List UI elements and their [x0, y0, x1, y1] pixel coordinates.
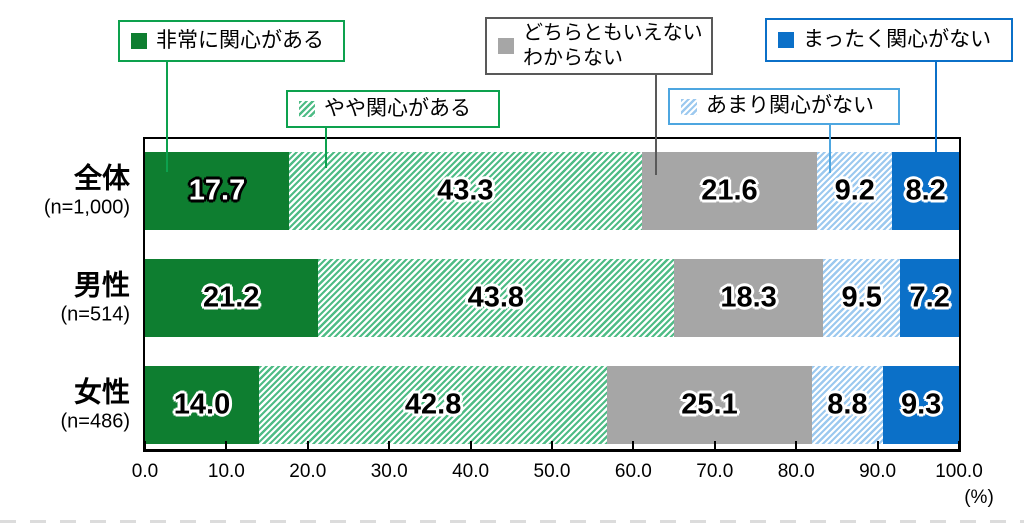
category-name: 女性: [73, 376, 130, 408]
bar-segment: 25.1: [607, 366, 812, 444]
x-axis-tick-label: 70.0: [696, 461, 734, 482]
x-axis-tick: [958, 441, 960, 449]
bar-segment: 42.8: [258, 366, 608, 444]
value-label: 21.6: [701, 174, 758, 207]
x-axis-tick: [469, 441, 472, 449]
bar-segment: 8.2: [892, 152, 959, 230]
x-axis-tick: [388, 441, 391, 449]
axis-unit-label: (%): [964, 487, 994, 508]
bar-row: 17.7 43.3 21.6 9.2 8.2: [145, 152, 959, 230]
legend-neutral: どちらともいえない わからない: [485, 17, 713, 75]
legend-swatch-hatch-green: [299, 101, 315, 117]
x-axis-tick: [876, 441, 879, 449]
legend-very-interested: 非常に関心がある: [118, 20, 345, 62]
x-axis-tick: [144, 441, 146, 449]
plot-area: 17.7 43.3 21.6 9.2 8.2 21.2 43.8 18.3 9.5 7.2 14.0…: [143, 137, 961, 452]
legend-not-very-interested: あまり関心がない: [668, 88, 900, 125]
x-axis-tick: [225, 441, 228, 449]
x-axis-tick-label: 60.0: [614, 461, 652, 482]
value-label: 17.7: [188, 174, 246, 207]
x-axis-tick-label: 100.0: [935, 461, 983, 482]
x-axis-tick: [713, 441, 716, 449]
category-n-count: (n=486): [60, 410, 131, 433]
legend-label: 非常に関心がある: [156, 28, 324, 52]
value-label: 43.8: [467, 281, 525, 314]
legend-swatch-solid-blue: [778, 32, 794, 48]
value-label: 9.2: [834, 174, 875, 207]
category-label: 女性 (n=486): [0, 376, 131, 435]
x-axis-tick: [795, 441, 798, 449]
x-axis-tick-label: 90.0: [859, 461, 897, 482]
bar-segment: 8.8: [811, 366, 884, 444]
x-axis-tick: [632, 441, 635, 449]
value-label: 25.1: [681, 388, 738, 421]
x-axis-labels: 0.0 10.0 20.0 30.0 40.0 50.0 60.0 70.0 80.0 90.0 1…: [132, 461, 983, 487]
legend-label: やや関心がある: [324, 96, 471, 120]
legend-label: どちらともいえない わからない: [523, 21, 703, 71]
bar-segment: 14.0: [145, 366, 259, 444]
bar-row: 21.2 43.8 18.3 9.5 7.2: [145, 259, 959, 337]
legend-label: まったく関心がない: [803, 27, 992, 51]
legend-swatch-hatch-blue: [681, 98, 697, 115]
x-axis-tick-label: 40.0: [452, 461, 490, 482]
bottom-dashed-divider: [0, 520, 1024, 523]
category-name: 男性: [73, 269, 130, 301]
value-label: 7.2: [909, 281, 950, 314]
x-axis-tick-label: 80.0: [777, 461, 815, 482]
bar-segment: 17.7: [145, 152, 290, 230]
bar-segment: 9.3: [883, 366, 959, 444]
bar-segment: 43.8: [317, 259, 675, 337]
bar-segment: 21.6: [641, 152, 818, 230]
bar-segment: 21.2: [145, 259, 318, 337]
category-label: 男性 (n=514): [0, 269, 131, 328]
x-axis-tick-label: 20.0: [289, 461, 327, 482]
x-axis-tick-label: 10.0: [207, 461, 245, 482]
category-labels: 全体 (n=1,000) 男性 (n=514) 女性 (n=486): [0, 137, 134, 452]
bar-segment: 9.5: [823, 259, 901, 337]
value-label: 8.8: [827, 388, 868, 421]
bar-segment: 7.2: [900, 259, 959, 337]
x-axis-tick: [551, 441, 553, 449]
bar-segment: 43.3: [289, 152, 642, 230]
category-name: 全体: [73, 162, 130, 194]
value-label: 42.8: [404, 388, 462, 421]
x-axis-tick-label: 30.0: [370, 461, 408, 482]
leader-line-neutral: [655, 75, 657, 175]
value-label: 8.2: [905, 174, 946, 207]
x-axis-tick-label: 50.0: [533, 461, 571, 482]
category-n-count: (n=514): [60, 303, 131, 326]
leader-line-very-interested: [166, 62, 168, 172]
legend-somewhat-interested: やや関心がある: [286, 90, 500, 128]
leader-line-not-interested: [935, 62, 937, 167]
leader-line-not-very-interested: [829, 125, 831, 173]
value-label: 14.0: [173, 388, 231, 421]
leader-line-somewhat-interested: [325, 128, 327, 168]
legend-label: あまり関心がない: [706, 94, 874, 118]
category-n-count: (n=1,000): [43, 196, 130, 219]
legend-swatch-solid-gray: [498, 38, 514, 54]
x-axis-tick-label: 0.0: [131, 461, 159, 482]
legend-swatch-solid-green: [131, 33, 147, 49]
legend-label-line1: どちらともいえない: [523, 22, 703, 44]
value-label: 18.3: [720, 281, 777, 314]
value-label: 21.2: [203, 281, 260, 314]
value-label: 9.3: [900, 388, 942, 421]
category-label: 全体 (n=1,000): [0, 162, 130, 221]
legend-label-line2: わからない: [523, 47, 623, 69]
value-label: 43.3: [437, 174, 494, 207]
value-label: 9.5: [841, 281, 882, 314]
bar-row: 14.0 42.8 25.1 8.8 9.3: [145, 366, 959, 444]
legend-not-interested: まったく関心がない: [765, 18, 1013, 62]
bar-segment: 18.3: [674, 259, 824, 337]
x-axis-tick: [306, 441, 309, 449]
